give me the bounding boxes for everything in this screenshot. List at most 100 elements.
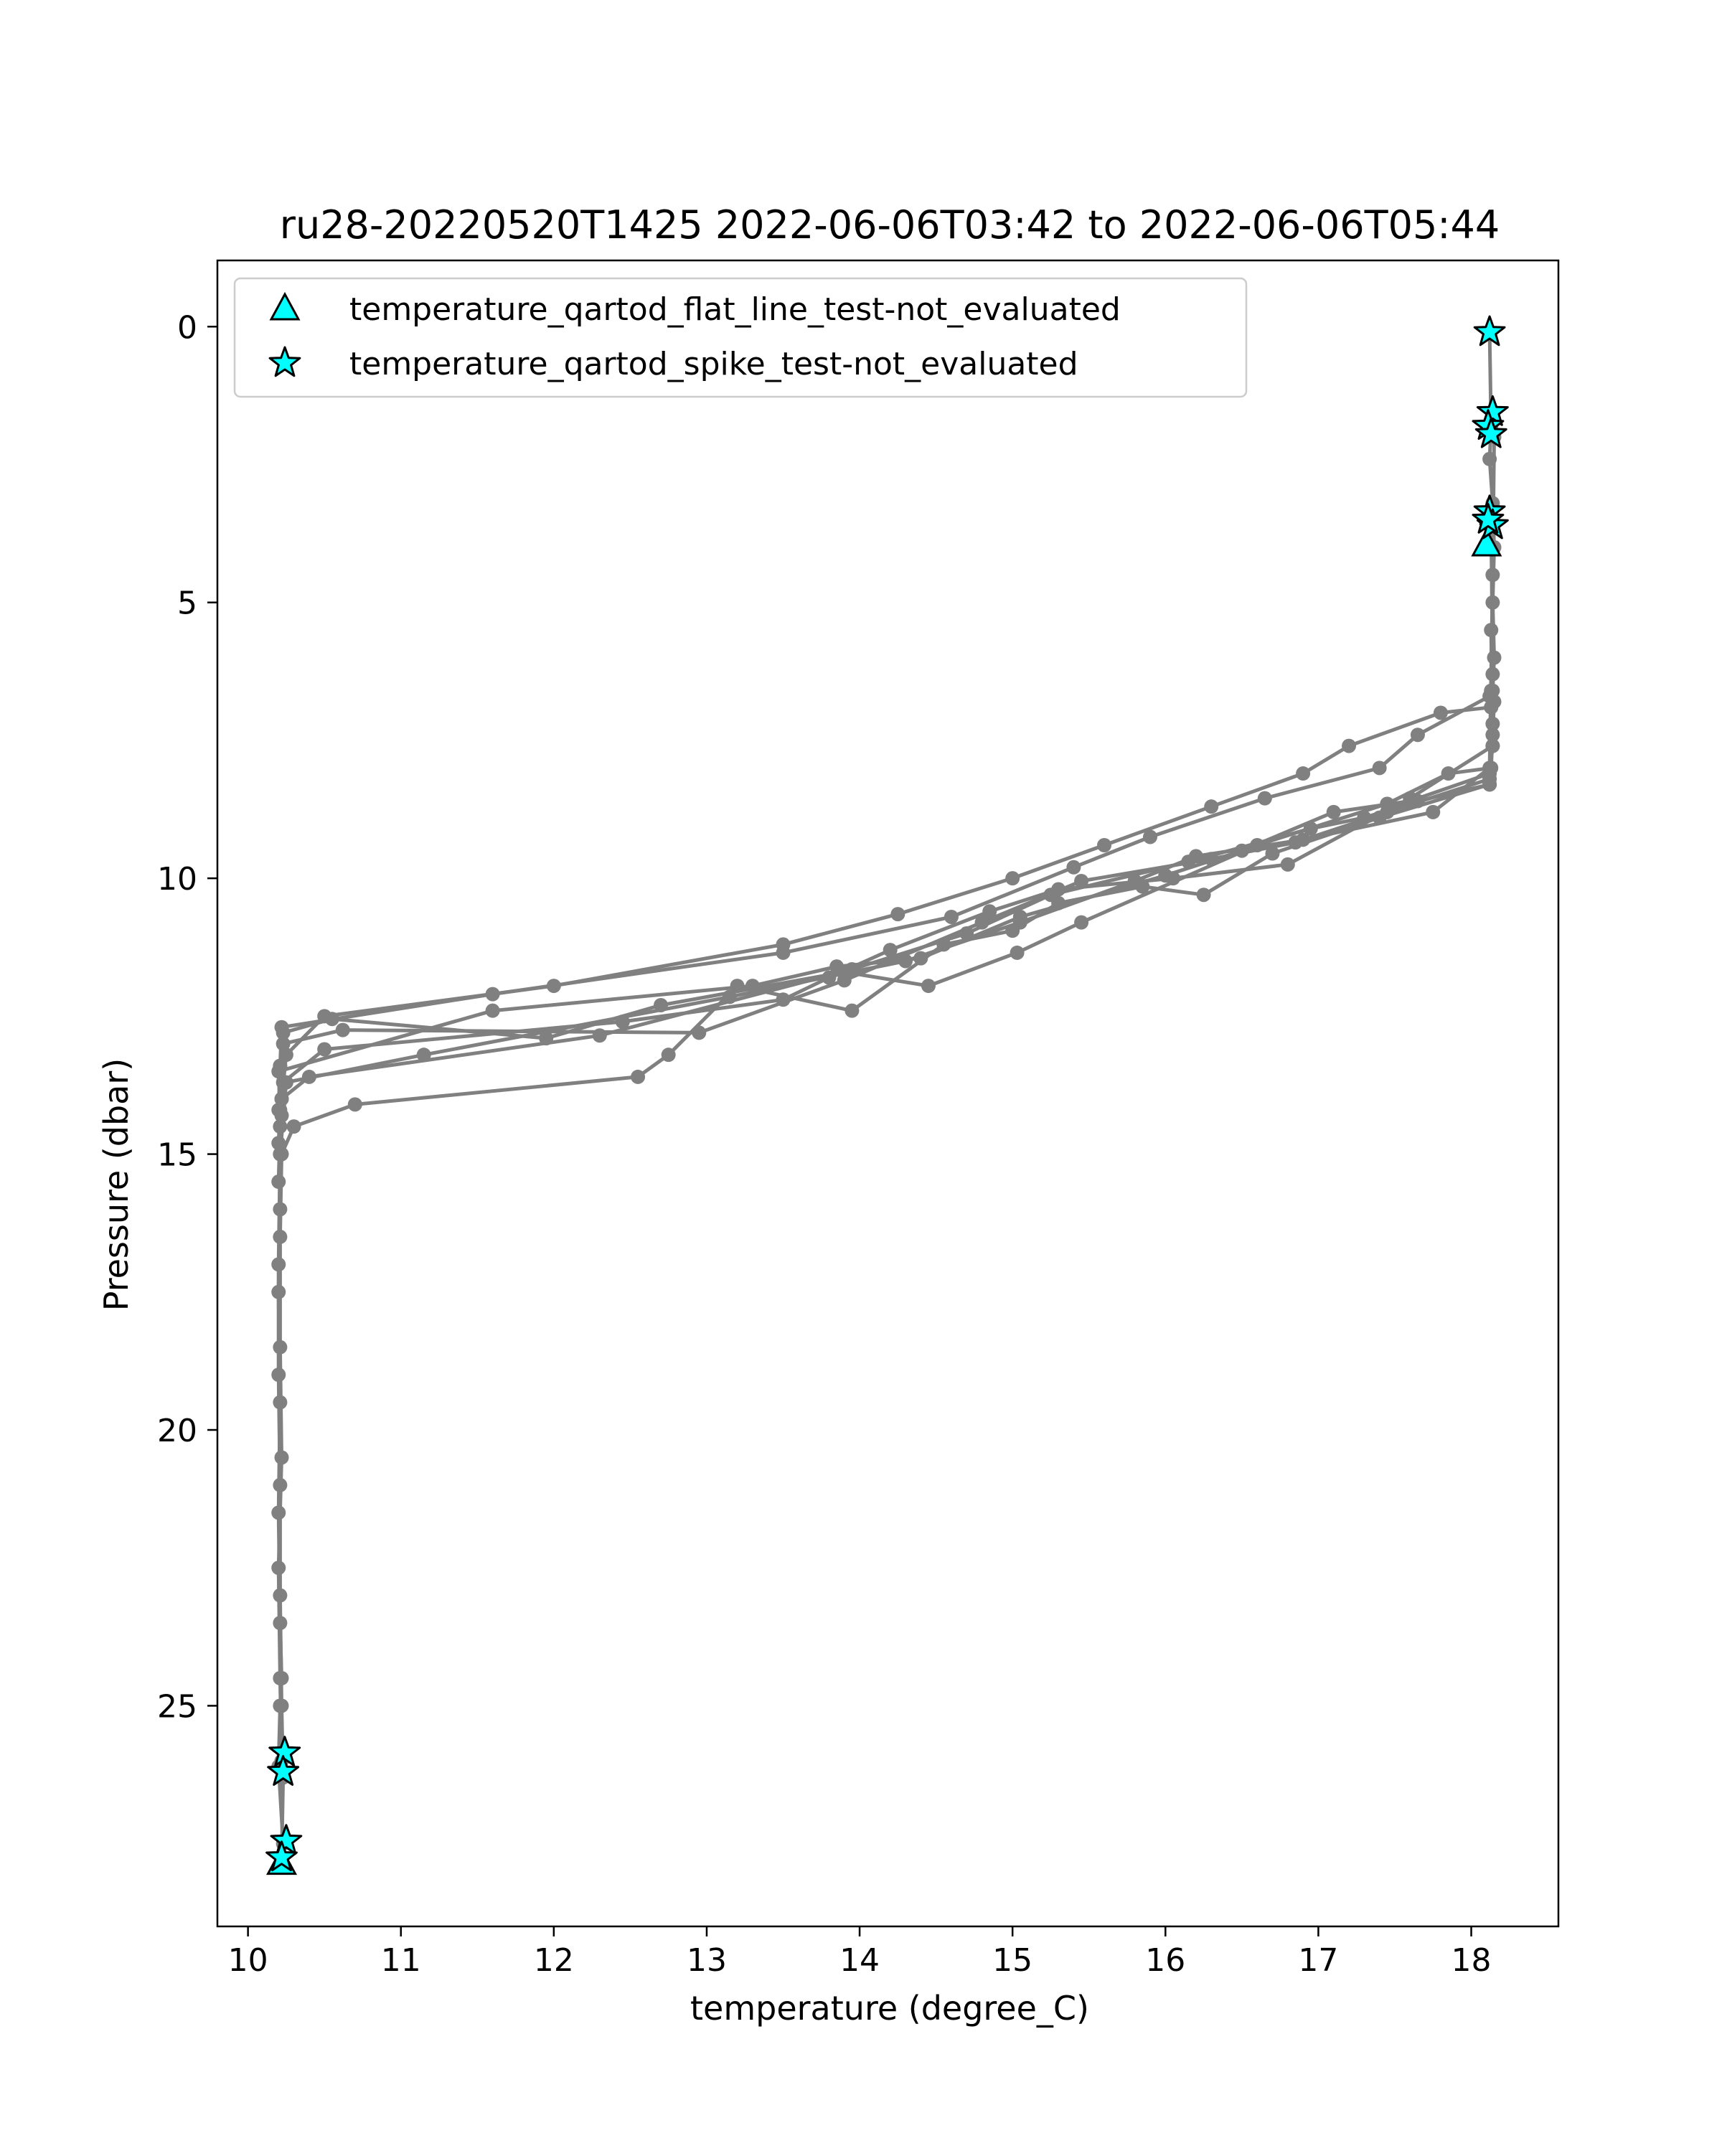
- profile-point: [1326, 804, 1341, 819]
- profile-point: [1181, 855, 1196, 870]
- spike-marker: [1474, 417, 1507, 448]
- y-tick-label: 5: [177, 585, 197, 622]
- profile-point: [1484, 683, 1499, 698]
- profile-point: [1372, 810, 1387, 825]
- profile-point: [301, 1069, 316, 1084]
- profile-point: [1196, 888, 1211, 903]
- profile-point: [485, 1003, 500, 1018]
- profile-line-8: [276, 735, 1495, 1761]
- profile-point: [1441, 766, 1456, 781]
- profile-point: [944, 909, 959, 924]
- legend-entry-label: temperature_qartod_spike_test-not_evalua…: [349, 346, 1078, 382]
- y-tick-label: 10: [157, 861, 197, 898]
- profile-point: [1142, 829, 1157, 844]
- profile-point: [592, 1028, 607, 1043]
- profile-point: [936, 937, 951, 952]
- profile-point: [539, 1031, 554, 1046]
- x-tick-label: 15: [992, 1942, 1032, 1979]
- profile-point: [776, 945, 791, 960]
- x-tick-label: 13: [687, 1942, 727, 1979]
- profile-point: [1342, 738, 1357, 753]
- profile-point: [317, 1042, 332, 1057]
- chart-title: ru28-20220520T1425 2022-06-06T03:42 to 2…: [280, 202, 1500, 248]
- profile-point: [1097, 838, 1112, 853]
- profile-line-1: [276, 331, 1496, 1860]
- axes: 10 11 12 13 14 15 16 17 18 0 5 10 15 20 25: [157, 259, 1560, 1979]
- plot-area: [265, 315, 1509, 1875]
- profile-point: [271, 1174, 286, 1190]
- legend: temperature_qartod_flat_line_test-not_ev…: [233, 277, 1248, 398]
- profile-point: [1265, 846, 1280, 861]
- spike-marker: [267, 1755, 300, 1786]
- profile-point: [1482, 777, 1497, 792]
- legend-box: [233, 277, 1248, 398]
- profile-point: [1433, 705, 1448, 720]
- profile-point: [1051, 882, 1066, 897]
- profile-point: [1380, 796, 1395, 811]
- profile-point: [1074, 873, 1089, 888]
- profile-point: [274, 1108, 289, 1123]
- profile-point: [959, 926, 974, 941]
- legend-star-icon: [268, 346, 301, 377]
- profile-point: [631, 1069, 646, 1084]
- profile-point: [276, 1075, 291, 1090]
- profile-point: [1005, 871, 1020, 886]
- profile-point: [1426, 804, 1441, 819]
- profile-point: [324, 1012, 339, 1027]
- profile-line-7: [280, 690, 1495, 1116]
- profile-point: [837, 964, 852, 979]
- y-tick-label: 0: [177, 309, 197, 346]
- x-tick-label: 14: [839, 1942, 880, 1979]
- spike-marker: [265, 1840, 298, 1872]
- profile-point: [274, 1147, 289, 1162]
- y-axis-label: Pressure (dbar): [97, 1058, 136, 1311]
- profile-point: [921, 979, 936, 994]
- profile-point: [1012, 909, 1027, 924]
- legend-entry-label: temperature_qartod_flat_line_test-not_ev…: [349, 291, 1121, 328]
- profile-line-3: [276, 436, 1496, 1866]
- profile-point: [1051, 895, 1066, 910]
- profile-point: [1257, 791, 1272, 806]
- profile-line-5: [276, 630, 1495, 1144]
- profile-point: [661, 1048, 676, 1063]
- profile-point: [347, 1097, 362, 1112]
- profile-point: [1372, 761, 1387, 776]
- profile-point: [1074, 915, 1089, 930]
- profile-point: [844, 1003, 860, 1018]
- profile-point: [1280, 857, 1295, 872]
- profile-point: [654, 997, 669, 1012]
- profile-point: [274, 1450, 289, 1465]
- legend-triangle-icon: [269, 291, 301, 321]
- profile-point: [273, 1340, 288, 1355]
- profile-point: [1296, 766, 1311, 781]
- y-tick-label: 15: [157, 1137, 197, 1174]
- profile-point: [1005, 923, 1020, 938]
- profile-point: [273, 1671, 288, 1686]
- y-tick-label: 25: [157, 1688, 197, 1725]
- profile-point: [1484, 623, 1499, 638]
- profile-point: [883, 943, 898, 958]
- profile-point: [1484, 761, 1499, 776]
- profile-point: [1010, 945, 1025, 960]
- x-tick-label: 18: [1452, 1942, 1492, 1979]
- profile-point: [1204, 799, 1219, 814]
- profile-point: [1410, 728, 1425, 743]
- spike-marker: [1472, 502, 1505, 534]
- flat-line-marker: [1471, 527, 1502, 557]
- profile-point: [1066, 860, 1081, 875]
- y-tick-label: 20: [157, 1413, 197, 1449]
- profile-line-6: [276, 707, 1493, 1182]
- profile-point: [273, 1229, 288, 1244]
- x-axis-label: temperature (degree_C): [690, 1989, 1089, 2028]
- spike-marker: [1473, 315, 1506, 347]
- profile-point: [273, 1119, 288, 1134]
- profile-point: [982, 904, 997, 919]
- profile-point: [1487, 695, 1502, 710]
- profile-point: [271, 1560, 286, 1576]
- profile-point: [890, 907, 905, 922]
- profile-line-9: [278, 701, 1496, 1066]
- profile-point: [335, 1022, 350, 1037]
- profile-point: [1485, 568, 1500, 583]
